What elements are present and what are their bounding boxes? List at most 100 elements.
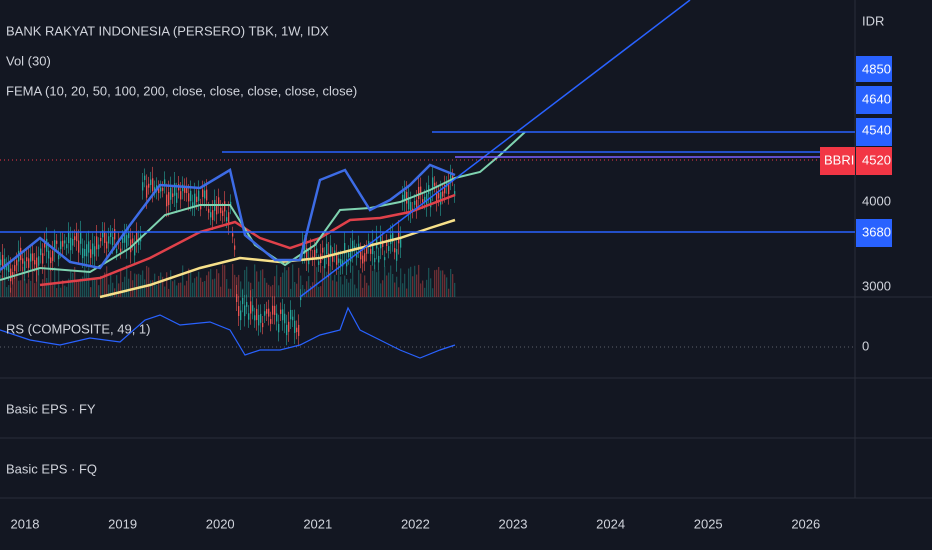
candle-body [396,249,398,261]
pane-label: RS (COMPOSITE, 49, 1) [6,321,150,336]
candle-body [86,244,88,257]
volume-bar [412,276,414,297]
candle-body [4,258,6,270]
volume-bar [404,273,406,297]
volume-bar [238,274,240,297]
candle-body [78,240,80,253]
candles [0,164,456,347]
time-label: 2018 [11,516,40,531]
volume-bar [78,279,80,297]
volume-bar [198,271,200,297]
candle-body [26,257,28,262]
candle-body [358,243,360,250]
candle-body [290,309,292,320]
candle-body [42,253,44,264]
volume-bar [410,266,412,297]
volume-bar [344,275,346,297]
time-label: 2020 [206,516,235,531]
volume-bar [56,288,58,297]
candle-body [198,190,200,201]
volume-bar [92,279,94,297]
volume-bar [126,265,128,297]
volume-bar [148,267,150,297]
volume-bar [316,267,318,297]
candle-body [106,241,108,249]
volume-bar [30,280,32,297]
volume-bar [162,276,164,297]
volume-bar [444,274,446,297]
candle-body [62,240,64,247]
candle-body [128,233,130,239]
candle-body [24,261,26,271]
candle-body [134,245,136,256]
volume-bar [152,280,154,297]
candle-body [126,235,128,248]
candle-body [280,309,282,314]
volume-bar [428,267,430,297]
candle-body [454,191,456,196]
candle-body [40,248,42,256]
candle-body [242,297,244,305]
candle-body [158,187,160,194]
candle-body [74,236,76,240]
volume-bar [124,276,126,297]
volume-bar [190,272,192,297]
candle-body [238,306,240,316]
candle-body [270,319,272,324]
candle-body [132,238,134,244]
time-label: 2021 [303,516,332,531]
volume-bar [250,282,252,297]
volume-bar [192,282,194,297]
currency-label: IDR [862,13,884,28]
candle-body [32,253,34,261]
volume-bar [330,265,332,297]
candle-body [450,173,452,182]
volume-bar [26,283,28,297]
price-box [856,86,892,114]
candle-body [364,253,366,262]
volume-bar [326,271,328,297]
candle-body [260,313,262,323]
candle-body [16,260,18,266]
candle-body [218,197,220,205]
volume-bar [430,278,432,297]
candle-body [296,327,298,333]
volume-bar [292,264,294,297]
volume-bar [34,283,36,297]
candle-body [54,240,56,252]
volume-bar [214,278,216,297]
candle-body [334,250,336,256]
volume-bar [274,276,276,297]
volume-bar [398,287,400,297]
volume-bar [76,281,78,297]
price-label: 3000 [862,278,891,293]
candle-body [258,314,260,326]
candle-body [8,264,10,273]
candle-body [414,201,416,205]
volume-bar [414,265,416,297]
volume-bar [186,280,188,297]
volume-bar [388,272,390,297]
candle-body [338,258,340,263]
candle-body [282,309,284,321]
candle-body [234,245,236,250]
volume-bar [100,275,102,297]
candle-body [166,194,168,207]
volume-bar [218,273,220,297]
candle-body [346,259,348,267]
volume-bar [300,275,302,297]
candle-body [276,313,278,322]
candle-body [342,260,344,267]
volume-bar [416,274,418,297]
volume-bar [60,287,62,297]
candle-body [52,250,54,261]
volume-bar [420,283,422,297]
candle-body [294,320,296,333]
price-label: 4850 [862,61,891,76]
indicator-label: Vol (30) [6,53,51,68]
candle-body [130,239,132,253]
candle-body [266,309,268,314]
volume-bar [348,282,350,297]
price-label: 4540 [862,122,891,137]
volume-bar [120,270,122,297]
